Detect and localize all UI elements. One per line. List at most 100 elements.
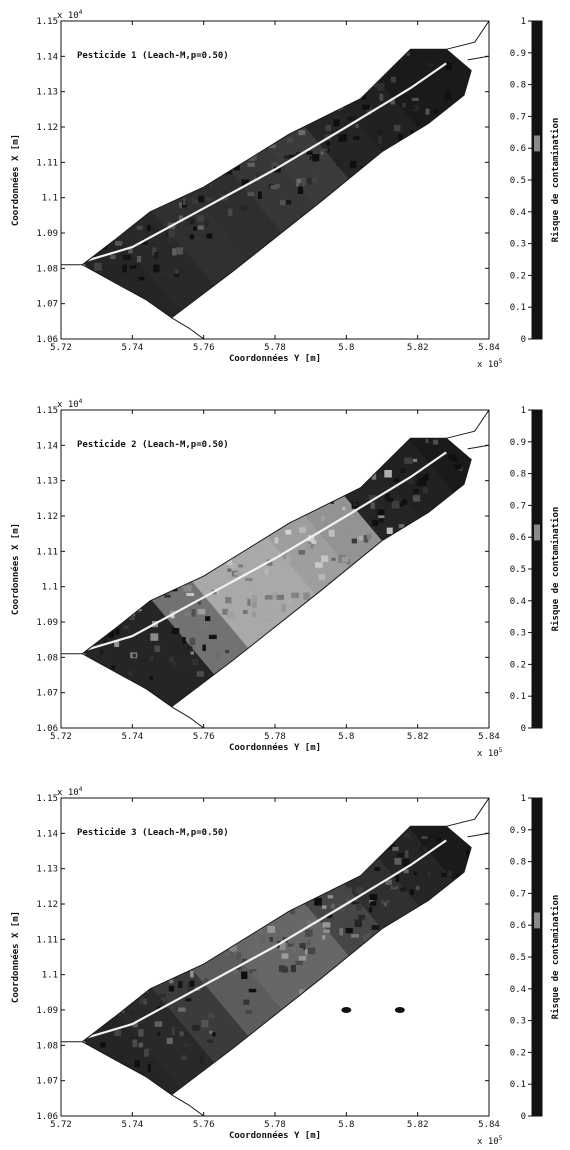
y-tick-label: 1.1 — [42, 971, 58, 981]
y-tick-label: 1.14 — [36, 52, 58, 62]
risk-cell — [389, 947, 397, 952]
risk-cell — [426, 868, 433, 874]
risk-cell — [199, 1055, 204, 1064]
risk-cell — [441, 872, 447, 878]
risk-cell — [282, 551, 287, 560]
x-tick-label: 5.8 — [338, 732, 354, 742]
risk-cell — [305, 929, 313, 937]
risk-cell — [122, 264, 127, 273]
risk-cell — [400, 501, 404, 507]
risk-cell — [344, 528, 349, 533]
risk-cell — [279, 942, 286, 950]
risk-cell — [420, 845, 424, 852]
risk-cell — [169, 979, 174, 984]
risk-cell — [441, 143, 447, 150]
y-tick-label: 1.06 — [36, 1112, 58, 1122]
risk-cell — [88, 1048, 94, 1055]
risk-cell — [388, 844, 396, 850]
colorbar-tick-label: 0.8 — [510, 470, 526, 480]
chart-panel-1: Pesticide 1 (Leach-M,p=0.50) 1.06 1.07 1.08… — [10, 9, 561, 370]
risk-cell — [323, 929, 330, 934]
risk-cell — [359, 420, 367, 425]
risk-cell — [150, 956, 154, 963]
risk-cell — [109, 984, 117, 988]
risk-cell — [193, 236, 197, 241]
risk-cell — [143, 998, 147, 1005]
risk-cell — [229, 530, 236, 534]
risk-cell — [226, 558, 233, 566]
y-tick-label: 1.15 — [36, 17, 58, 27]
boundary-line — [171, 1094, 204, 1116]
x-tick-label: 5.8 — [338, 343, 354, 353]
colorbar-tick-label: 0.6 — [510, 144, 526, 154]
risk-cell — [281, 966, 289, 973]
risk-cell — [121, 187, 127, 194]
risk-cell — [129, 615, 135, 621]
risk-cell — [269, 478, 275, 485]
risk-cell — [318, 574, 326, 581]
colorbar-tick-label: 0.7 — [510, 501, 526, 511]
risk-cell — [70, 283, 73, 288]
risk-cell — [298, 183, 303, 187]
risk-cell — [61, 205, 69, 209]
risk-cell — [417, 940, 426, 944]
risk-cell — [300, 108, 305, 113]
x-tick-label: 5.82 — [407, 732, 429, 742]
risk-cell — [402, 49, 409, 51]
risk-cell — [209, 1030, 213, 1034]
risk-cell — [44, 279, 47, 282]
risk-cell — [123, 625, 129, 629]
risk-cell — [287, 511, 295, 515]
risk-cell — [206, 197, 214, 201]
risk-cell — [312, 177, 318, 183]
risk-cell — [208, 1013, 215, 1019]
risk-cell — [327, 855, 335, 863]
risk-cell — [454, 110, 459, 117]
risk-cell — [245, 578, 253, 582]
y-axis-label: Coordonnées X [m] — [10, 134, 21, 226]
boundary-line — [446, 410, 489, 439]
risk-cell — [88, 613, 95, 621]
risk-cell — [56, 279, 63, 283]
risk-cell — [195, 907, 203, 913]
risk-cell — [65, 251, 68, 259]
risk-cell — [184, 575, 192, 581]
risk-cell — [341, 556, 349, 563]
risk-cell — [356, 887, 363, 894]
risk-cell — [346, 89, 352, 95]
risk-cell — [338, 134, 346, 142]
risk-cell — [170, 614, 175, 619]
risk-cell — [82, 1014, 88, 1019]
risk-cell — [212, 163, 221, 170]
risk-cell — [123, 255, 131, 260]
risk-cell — [192, 1024, 200, 1031]
risk-cell — [433, 476, 437, 480]
risk-cell — [171, 628, 180, 634]
risk-cell — [370, 901, 377, 906]
risk-cell — [164, 943, 170, 952]
risk-cell — [236, 952, 241, 960]
risk-cell — [373, 949, 378, 955]
risk-cell — [197, 225, 204, 230]
risk-cell — [120, 584, 128, 591]
risk-cell — [327, 895, 334, 899]
risk-cell — [163, 570, 168, 576]
risk-field — [82, 420, 472, 707]
risk-cell — [266, 559, 273, 566]
risk-cell — [391, 500, 400, 509]
risk-cell — [191, 549, 199, 554]
risk-cell — [297, 473, 305, 481]
risk-cell — [133, 604, 142, 611]
risk-cell — [197, 599, 202, 605]
risk-cell — [153, 264, 160, 273]
risk-cell — [423, 487, 428, 493]
risk-cell — [82, 965, 84, 969]
risk-cell — [403, 935, 407, 940]
risk-cell — [384, 493, 391, 500]
risk-cell — [212, 1032, 216, 1037]
risk-cell — [93, 629, 100, 637]
risk-cell — [456, 826, 463, 832]
y-axis-label: Coordonnées X [m] — [10, 911, 21, 1003]
risk-cell — [420, 815, 425, 821]
risk-cell — [313, 167, 319, 171]
